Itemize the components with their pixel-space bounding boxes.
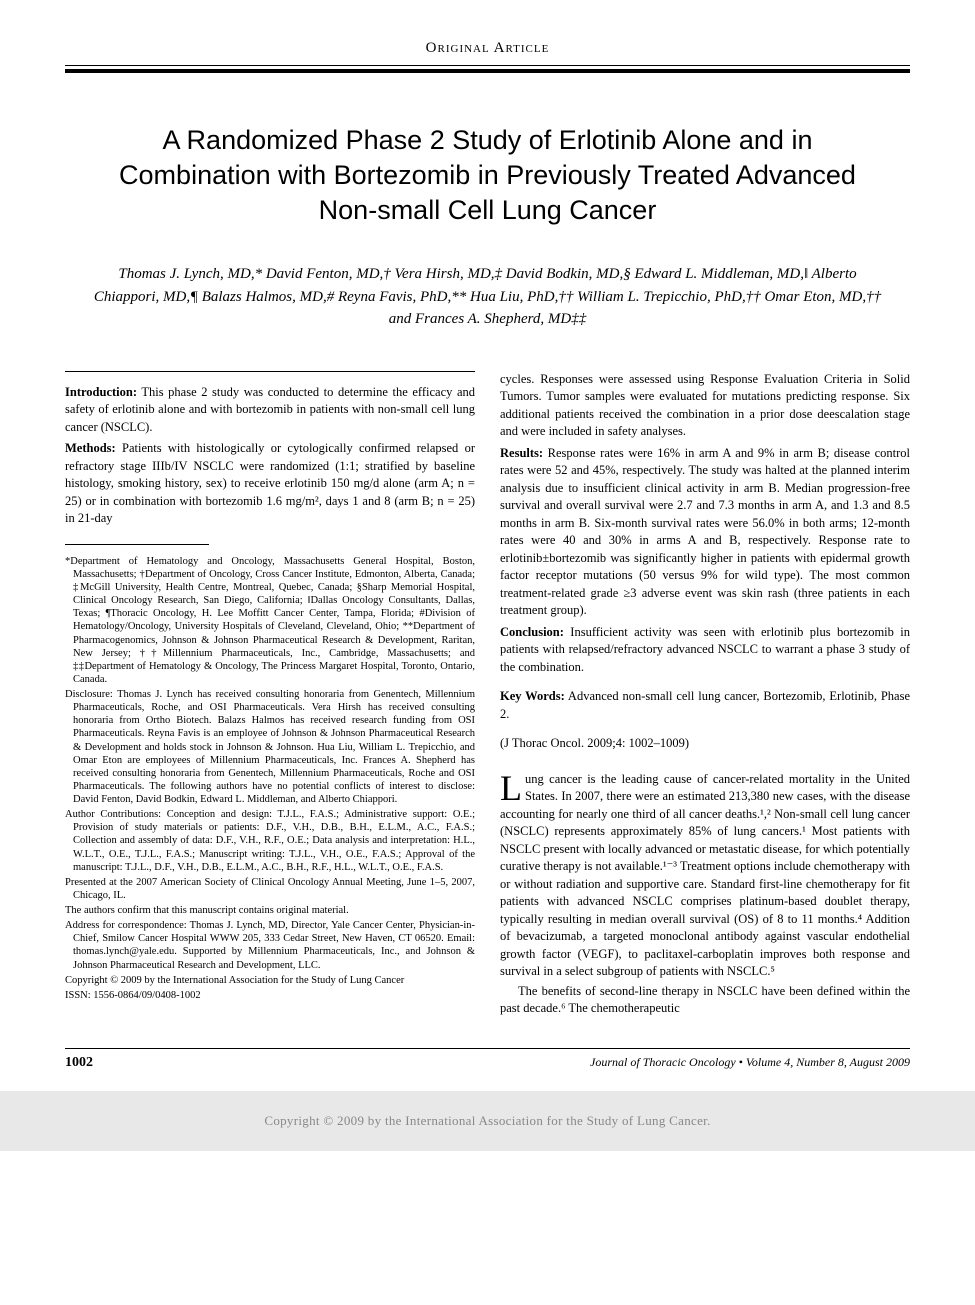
correspondence: Address for correspondence: Thomas J. Ly… xyxy=(65,919,475,972)
abstract-top-rule xyxy=(65,371,475,372)
journal-citation: (J Thorac Oncol. 2009;4: 1002–1009) xyxy=(500,735,910,753)
copyright-line: Copyright © 2009 by the International As… xyxy=(65,974,475,987)
conclusion-label: Conclusion: xyxy=(500,625,564,639)
abstract-results: Results: Response rates were 16% in arm … xyxy=(500,445,910,620)
body-paragraph-2: The benefits of second-line therapy in N… xyxy=(500,983,910,1018)
left-column: Introduction: This phase 2 study was con… xyxy=(65,371,475,1020)
header-rule-thin xyxy=(65,65,910,66)
p1-text: ung cancer is the leading cause of cance… xyxy=(500,772,910,979)
abstract-introduction: Introduction: This phase 2 study was con… xyxy=(65,384,475,437)
two-column-layout: Introduction: This phase 2 study was con… xyxy=(65,371,910,1020)
keywords-block: Key Words: Advanced non-small cell lung … xyxy=(500,688,910,723)
abstract-conclusion: Conclusion: Insufficient activity was se… xyxy=(500,624,910,677)
footnote-divider xyxy=(65,544,209,545)
methods-continued: cycles. Responses were assessed using Re… xyxy=(500,371,910,441)
introduction-label: Introduction: xyxy=(65,385,137,399)
disclosure: Disclosure: Thomas J. Lynch has received… xyxy=(65,688,475,806)
dropcap: L xyxy=(500,771,525,804)
abstract-methods: Methods: Patients with histologically or… xyxy=(65,440,475,528)
affiliations: *Department of Hematology and Oncology, … xyxy=(65,555,475,686)
header-rule-thick xyxy=(65,69,910,73)
methods-label: Methods: xyxy=(65,441,116,455)
methods-text: Patients with histologically or cytologi… xyxy=(65,441,475,525)
issn: ISSN: 1556-0864/09/0408-1002 xyxy=(65,989,475,1002)
author-list: Thomas J. Lynch, MD,* David Fenton, MD,†… xyxy=(85,263,890,331)
journal-footer-info: Journal of Thoracic Oncology • Volume 4,… xyxy=(590,1055,910,1070)
original-material: The authors confirm that this manuscript… xyxy=(65,904,475,917)
section-header: Original Article xyxy=(65,40,910,57)
page-number: 1002 xyxy=(65,1055,93,1071)
author-contributions: Author Contributions: Conception and des… xyxy=(65,808,475,874)
body-text: Lung cancer is the leading cause of canc… xyxy=(500,771,910,1018)
presented-at: Presented at the 2007 American Society o… xyxy=(65,876,475,902)
results-text: Response rates were 16% in arm A and 9% … xyxy=(500,446,910,618)
results-label: Results: xyxy=(500,446,543,460)
article-title: A Randomized Phase 2 Study of Erlotinib … xyxy=(95,123,880,228)
right-column: cycles. Responses were assessed using Re… xyxy=(500,371,910,1020)
page-footer: 1002 Journal of Thoracic Oncology • Volu… xyxy=(65,1048,910,1071)
bottom-copyright-bar: Copyright © 2009 by the International As… xyxy=(0,1091,975,1151)
footnotes-block: *Department of Hematology and Oncology, … xyxy=(65,555,475,1002)
keywords-label: Key Words: xyxy=(500,689,565,703)
body-paragraph-1: Lung cancer is the leading cause of canc… xyxy=(500,771,910,981)
